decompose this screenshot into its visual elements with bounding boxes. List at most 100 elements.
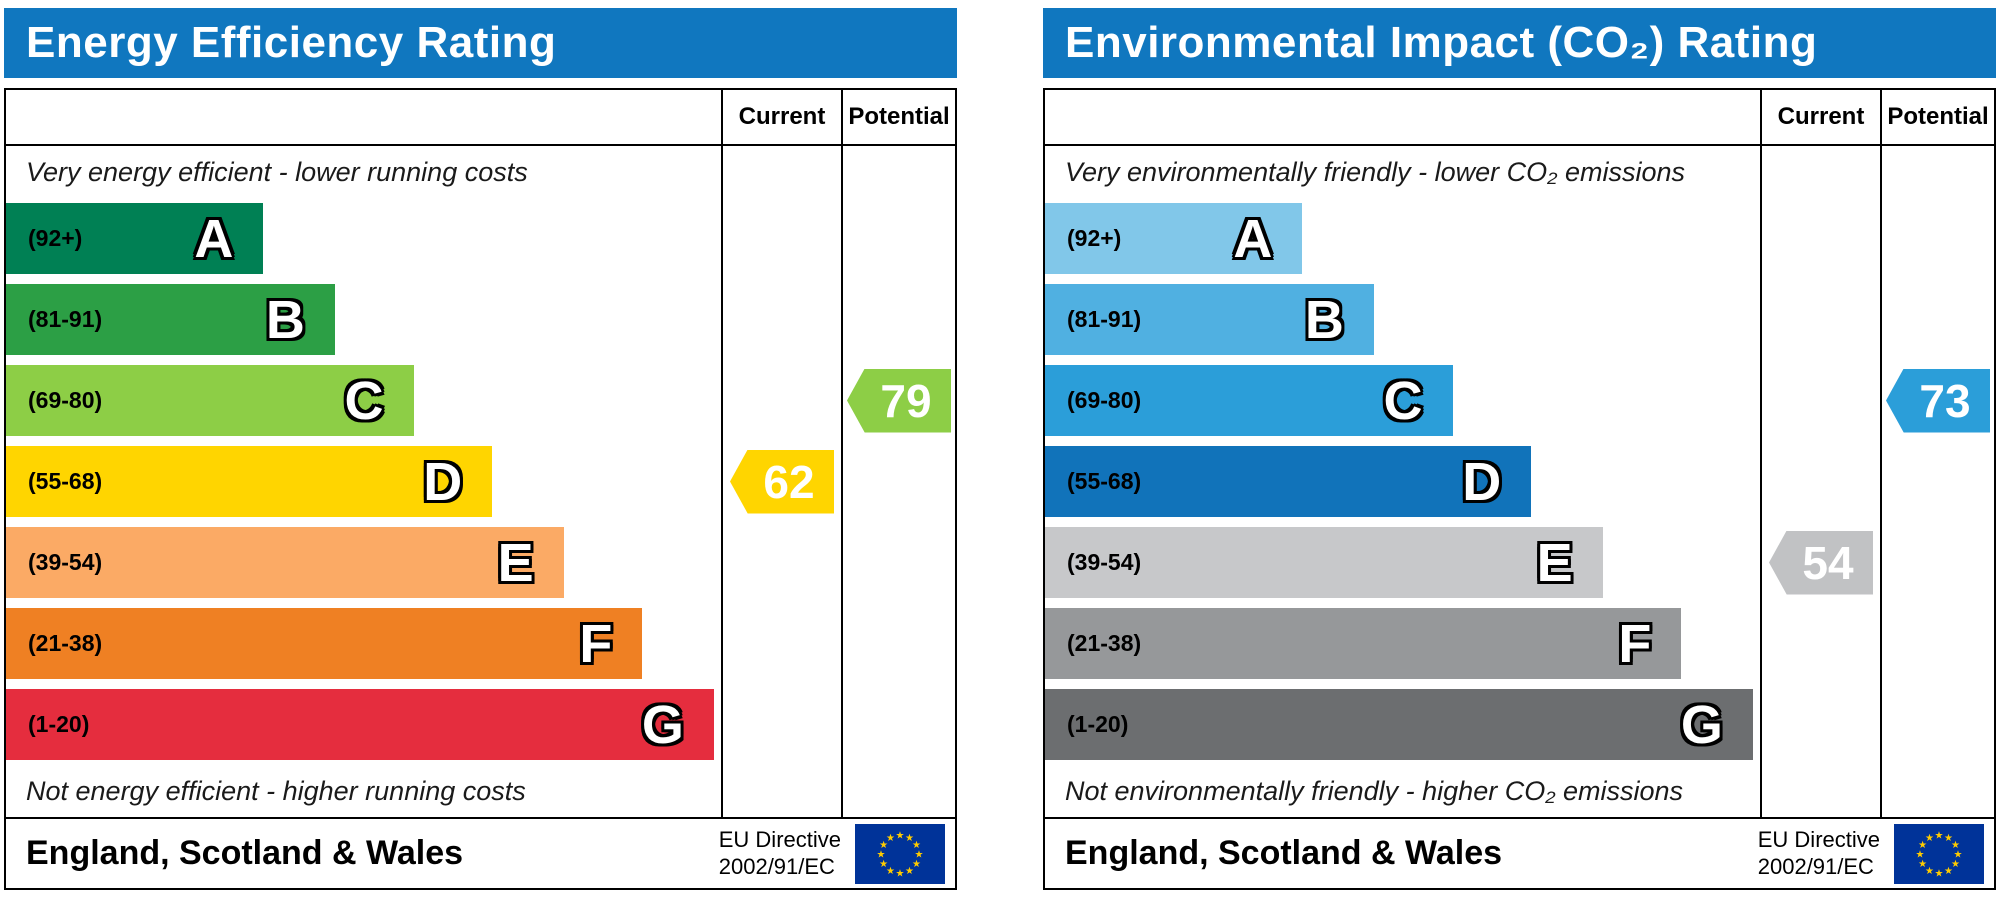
band-range-label: (69-80) (1067, 387, 1142, 413)
band-row-g: (1-20) G (6, 684, 955, 765)
band-letter: B (1304, 289, 1344, 350)
bottom-note-row: Not energy efficient - higher running co… (6, 765, 955, 817)
potential-column-header: Potential (1880, 90, 1994, 144)
band-letter: G (1680, 694, 1723, 755)
band-row-d: (55-68) D (1045, 441, 1994, 522)
band-range-label: (92+) (1067, 225, 1122, 251)
band-range-label: (39-54) (1067, 549, 1142, 575)
band-bar-g: (1-20) G (1045, 689, 1753, 760)
band-letter: E (497, 532, 534, 593)
svg-text:★: ★ (1951, 840, 1960, 851)
band-letter: D (1462, 451, 1502, 512)
chart-footer: England, Scotland & Wales EU Directive 2… (1043, 817, 1996, 890)
svg-text:★: ★ (912, 840, 921, 851)
top-note-row: Very environmentally friendly - lower CO… (1045, 146, 1994, 198)
energy-chart-title: Energy Efficiency Rating (4, 8, 957, 78)
band-range-label: (92+) (28, 225, 83, 251)
svg-text:★: ★ (1951, 859, 1960, 870)
band-range-label: (1-20) (28, 711, 90, 737)
band-bar-f: (21-38) F (6, 608, 643, 679)
top-note-row: Very energy efficient - lower running co… (6, 146, 955, 198)
bottom-note: Not environmentally friendly - higher CO… (1065, 775, 1684, 806)
potential-rating-arrow: 73 (1886, 368, 1990, 433)
svg-text:★: ★ (886, 833, 895, 844)
energy-efficiency-chart: Energy Efficiency Rating Current Potenti… (4, 8, 957, 890)
band-bar-e: (39-54) E (6, 527, 564, 598)
chart-footer: England, Scotland & Wales EU Directive 2… (4, 817, 957, 890)
eu-directive-label: EU Directive 2002/91/EC (1757, 827, 1880, 879)
co2-rating-table: Current Potential Very environmentally f… (1043, 88, 1996, 819)
svg-text:★: ★ (1935, 830, 1944, 841)
eu-flag-icon: ★ ★ ★ ★ ★ ★ ★ ★ ★ ★ ★ ★ (855, 823, 945, 884)
svg-text:★: ★ (1918, 840, 1927, 851)
band-range-label: (21-38) (1067, 630, 1142, 656)
table-header-row: Current Potential (1045, 90, 1994, 146)
band-row-a: (92+) A (1045, 198, 1994, 279)
potential-rating-arrow: 79 (847, 368, 951, 433)
svg-text:★: ★ (1925, 833, 1934, 844)
svg-text:★: ★ (905, 833, 914, 844)
band-range-label: (55-68) (28, 468, 103, 494)
band-row-b: (81-91) B (1045, 279, 1994, 360)
current-rating-value: 62 (763, 455, 815, 508)
band-range-label: (39-54) (28, 549, 103, 575)
eu-flag-icon: ★ ★ ★ ★ ★ ★ ★ ★ ★ ★ ★ ★ (1894, 823, 1984, 884)
band-letter: E (1536, 532, 1573, 593)
current-rating-arrow: 54 (1769, 530, 1873, 595)
svg-text:★: ★ (905, 865, 914, 876)
band-bar-c: (69-80) C (1045, 365, 1453, 436)
band-bar-g: (1-20) G (6, 689, 714, 760)
band-letter: F (1618, 613, 1652, 674)
svg-text:★: ★ (912, 859, 921, 870)
potential-rating-value: 79 (880, 374, 932, 427)
band-letter: C (1383, 370, 1423, 431)
svg-text:★: ★ (1916, 849, 1925, 860)
top-note: Very environmentally friendly - lower CO… (1065, 156, 1685, 187)
current-column-header: Current (1760, 90, 1880, 144)
environmental-impact-chart: Environmental Impact (CO₂) Rating Curren… (1043, 8, 1996, 890)
band-range-label: (81-91) (1067, 306, 1142, 332)
band-row-d: (55-68) D 62 (6, 441, 955, 522)
potential-rating-value: 73 (1919, 374, 1971, 427)
top-note: Very energy efficient - lower running co… (26, 156, 528, 187)
band-range-label: (21-38) (28, 630, 103, 656)
svg-text:★: ★ (915, 849, 924, 860)
bottom-note-row: Not environmentally friendly - higher CO… (1045, 765, 1994, 817)
svg-text:★: ★ (1944, 833, 1953, 844)
bottom-note: Not energy efficient - higher running co… (26, 775, 526, 806)
band-bar-a: (92+) A (1045, 203, 1303, 274)
band-range-label: (55-68) (1067, 468, 1142, 494)
band-letter: F (579, 613, 613, 674)
current-rating-arrow: 62 (730, 449, 834, 514)
region-label: England, Scotland & Wales (1065, 834, 1503, 872)
band-row-g: (1-20) G (1045, 684, 1994, 765)
svg-text:★: ★ (1918, 859, 1927, 870)
co2-chart-title: Environmental Impact (CO₂) Rating (1043, 8, 1996, 78)
band-bar-d: (55-68) D (6, 446, 493, 517)
band-letter: A (1233, 208, 1273, 269)
region-label: England, Scotland & Wales (26, 834, 464, 872)
svg-text:★: ★ (1935, 868, 1944, 879)
svg-text:★: ★ (1925, 865, 1934, 876)
band-row-e: (39-54) E 54 (1045, 522, 1994, 603)
band-letter: B (265, 289, 305, 350)
band-column-header (6, 90, 721, 144)
band-row-f: (21-38) F (1045, 603, 1994, 684)
band-row-a: (92+) A (6, 198, 955, 279)
eu-directive-label: EU Directive 2002/91/EC (718, 827, 841, 879)
energy-rating-table: Current Potential Very energy efficient … (4, 88, 957, 819)
svg-text:★: ★ (877, 849, 886, 860)
band-range-label: (1-20) (1067, 711, 1129, 737)
band-bar-f: (21-38) F (1045, 608, 1682, 679)
band-row-b: (81-91) B (6, 279, 955, 360)
band-range-label: (81-91) (28, 306, 103, 332)
band-bar-c: (69-80) C (6, 365, 414, 436)
band-column-header (1045, 90, 1760, 144)
table-header-row: Current Potential (6, 90, 955, 146)
potential-column-header: Potential (841, 90, 955, 144)
band-bar-b: (81-91) B (6, 284, 335, 355)
current-rating-value: 54 (1802, 536, 1854, 589)
band-bar-b: (81-91) B (1045, 284, 1374, 355)
band-bar-e: (39-54) E (1045, 527, 1603, 598)
